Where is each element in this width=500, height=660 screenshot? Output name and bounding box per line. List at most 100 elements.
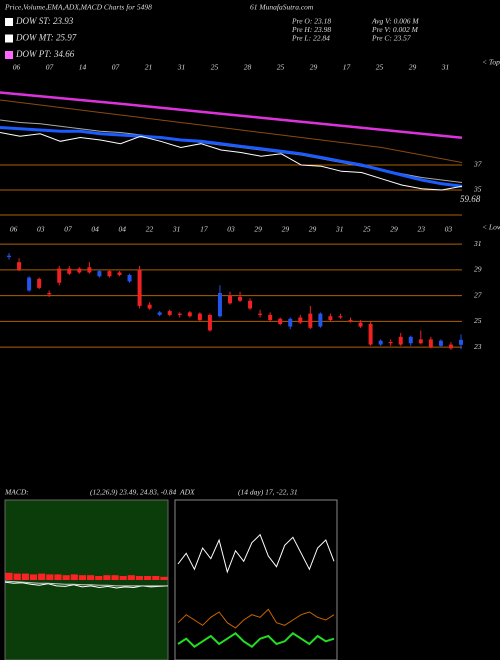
annotation: 59.68 [460, 194, 481, 204]
y-tick-label: 37 [473, 160, 482, 169]
candle-body [177, 313, 182, 315]
date-label: 04 [119, 225, 127, 234]
hist-bar [29, 574, 38, 580]
candle-body [388, 341, 393, 344]
candle-body [167, 311, 172, 315]
candle-body [27, 277, 32, 291]
candle-body [378, 340, 383, 345]
hist-bar [38, 573, 46, 580]
series-line [0, 132, 463, 191]
hist-bar [135, 576, 144, 580]
date-label: 25 [277, 63, 285, 72]
corner-label: < Tops [482, 58, 500, 67]
candle-body [117, 272, 122, 276]
candle-body [127, 275, 132, 282]
candle-body [398, 336, 403, 345]
candle-body [268, 314, 273, 321]
date-label: 03 [227, 225, 235, 234]
date-label: 25 [376, 63, 384, 72]
chart-title: Price,Volume,EMA,ADX,MACD Charts for 549… [4, 3, 152, 12]
legend-label: DOW MT: 25.97 [15, 33, 77, 43]
candle-body [227, 295, 232, 304]
date-label: 29 [282, 225, 290, 234]
date-label: 17 [343, 63, 351, 72]
corner-label: < Lows [482, 223, 500, 232]
date-label: 23 [417, 225, 425, 234]
candle-body [428, 339, 433, 348]
date-label: 31 [177, 63, 186, 72]
legend-swatch [5, 34, 13, 43]
candle-body [408, 336, 413, 344]
hist-bar [103, 575, 111, 580]
candle-body [238, 296, 243, 301]
candle-body [368, 323, 373, 345]
date-label: 22 [146, 225, 154, 234]
legend-label: DOW ST: 23.93 [15, 16, 74, 26]
candle-body [318, 313, 323, 327]
candle-body [47, 293, 52, 295]
legend-swatch [5, 18, 13, 26]
date-label: 07 [112, 63, 120, 72]
y-tick-label: 27 [474, 290, 482, 299]
candle-body [57, 268, 62, 283]
candle-body [197, 313, 202, 321]
candle-body [157, 312, 162, 315]
panel-label: ADX [179, 488, 195, 497]
series-line [0, 91, 463, 140]
series-line [0, 126, 463, 188]
panel-bg [4, 499, 169, 660]
date-label: 06 [10, 225, 18, 234]
date-label: 03 [37, 225, 45, 234]
date-label: 06 [13, 63, 21, 72]
hist-bar [111, 575, 119, 580]
candle-body [7, 255, 12, 257]
y-tick-label: 25 [474, 316, 482, 325]
series-line [0, 99, 463, 163]
candle-body [17, 262, 22, 270]
hist-bar [87, 575, 95, 580]
candle-body [87, 267, 92, 273]
info-text: Pre L: 22.84 [291, 34, 330, 43]
date-label: 03 [445, 225, 453, 234]
hist-bar [13, 573, 21, 580]
y-tick-label: 29 [474, 265, 482, 274]
candle-body [298, 317, 303, 323]
date-label: 17 [200, 225, 208, 234]
candle-body [67, 268, 72, 274]
date-label: 07 [46, 63, 54, 72]
legend-swatch [5, 51, 13, 59]
hist-bar [70, 574, 78, 580]
date-label: 07 [64, 225, 72, 234]
candle-body [137, 269, 142, 306]
candle-body [258, 313, 263, 315]
info-text: Pre C: 23.57 [371, 34, 411, 43]
panel-label: MACD: [4, 488, 29, 497]
candle-body [418, 339, 423, 344]
info-text: Avg V: 0.006 M [371, 17, 419, 26]
date-label: 29 [254, 225, 262, 234]
hist-bar [78, 575, 86, 580]
hist-bar [21, 573, 29, 580]
series-line [4, 580, 168, 587]
hist-bar [46, 574, 54, 580]
series-line [177, 608, 335, 629]
date-label: 31 [172, 225, 181, 234]
series-line [177, 632, 335, 648]
date-label: 25 [363, 225, 371, 234]
date-label: 29 [390, 225, 398, 234]
candle-body [77, 268, 82, 273]
candle-body [458, 339, 463, 345]
date-label: 29 [309, 225, 317, 234]
candle-body [37, 278, 42, 288]
date-label: 04 [91, 225, 99, 234]
hist-bar [5, 572, 13, 580]
candle-body [147, 304, 152, 309]
candle-body [207, 314, 212, 331]
info-text: Pre H: 23.98 [291, 25, 331, 34]
hist-bar [152, 576, 160, 580]
candle-body [358, 322, 363, 327]
candle-body [187, 312, 192, 317]
candle-body [248, 300, 253, 309]
